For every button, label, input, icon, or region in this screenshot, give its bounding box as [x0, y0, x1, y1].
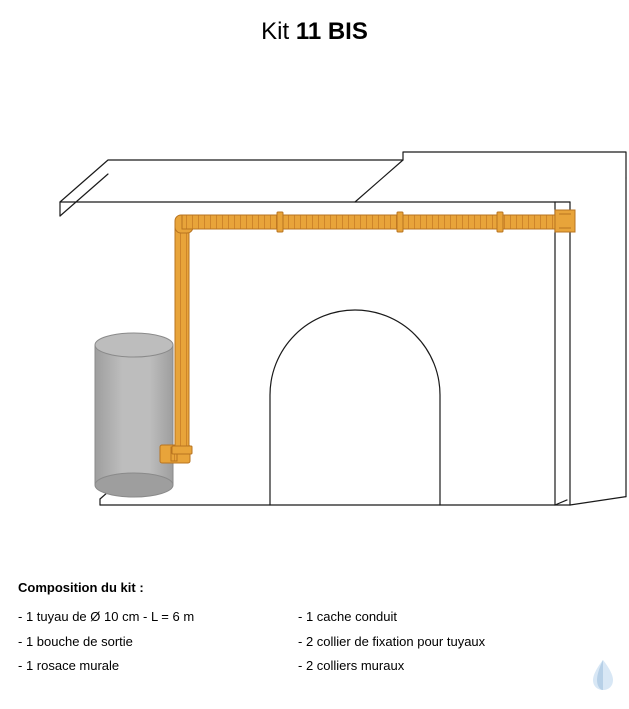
kit-diagram [0, 110, 629, 510]
list-item: - 1 tuyau de Ø 10 cm - L = 6 m [18, 605, 298, 630]
list-item: - 2 collier de fixation pour tuyaux [298, 630, 578, 655]
page-title: Kit 11 BIS [0, 0, 629, 46]
list-item: - 1 cache conduit [298, 605, 578, 630]
watermark-icon [589, 658, 617, 697]
list-item: - 2 colliers muraux [298, 654, 578, 679]
title-bold: 11 BIS [296, 18, 368, 45]
title-prefix: Kit [261, 18, 296, 45]
composition-block: Composition du kit : - 1 tuyau de Ø 10 c… [18, 576, 608, 679]
composition-col-left: - 1 tuyau de Ø 10 cm - L = 6 m - 1 bouch… [18, 605, 298, 679]
list-item: - 1 rosace murale [18, 654, 298, 679]
composition-heading: Composition du kit : [18, 576, 608, 601]
list-item: - 1 bouche de sortie [18, 630, 298, 655]
composition-col-right: - 1 cache conduit - 2 collier de fixatio… [298, 605, 578, 679]
